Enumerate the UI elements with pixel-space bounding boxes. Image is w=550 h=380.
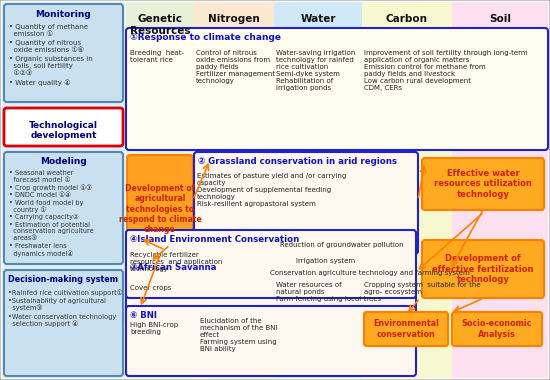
FancyBboxPatch shape (4, 4, 123, 102)
Text: Water-saving irrigation
technology for rainfed
rice cultivation
Semi-dyke system: Water-saving irrigation technology for r… (276, 50, 355, 91)
FancyBboxPatch shape (422, 240, 544, 298)
FancyBboxPatch shape (364, 312, 448, 346)
Text: Nitrogen: Nitrogen (208, 14, 260, 24)
Text: ③African Savanna: ③African Savanna (130, 263, 216, 272)
Bar (274, 2, 362, 378)
Text: •Water conservation technology
  selection support ④: •Water conservation technology selection… (8, 314, 116, 327)
Text: Technological
development: Technological development (29, 121, 98, 140)
Text: Socio-economic
Analysis: Socio-economic Analysis (462, 319, 532, 339)
Text: Water resources of
natural ponds
Farm fencing using local trees: Water resources of natural ponds Farm fe… (276, 282, 381, 302)
Text: • Seasonal weather
  forecast model ①: • Seasonal weather forecast model ① (9, 170, 74, 183)
Text: • Carrying capacity②: • Carrying capacity② (9, 214, 79, 220)
Text: Reduction of groundwater pollution: Reduction of groundwater pollution (280, 242, 404, 248)
Text: Modeling: Modeling (40, 157, 87, 166)
Text: Elucidation of the
mechanism of the BNI
effect
Farming system using
BNI ability: Elucidation of the mechanism of the BNI … (200, 318, 278, 352)
Text: • Water quality ④: • Water quality ④ (9, 79, 70, 86)
Text: Cover crops: Cover crops (130, 285, 172, 291)
FancyBboxPatch shape (194, 152, 418, 254)
Text: • Quantity of methane
  emission ①: • Quantity of methane emission ① (9, 24, 88, 37)
FancyBboxPatch shape (4, 108, 123, 146)
Text: Development of
effective fertilization
technology: Development of effective fertilization t… (432, 254, 534, 284)
Text: Irrigation system: Irrigation system (296, 258, 355, 264)
Text: Control of nitrous
oxide emissions from
paddy fields
Fertilizer management
techn: Control of nitrous oxide emissions from … (196, 50, 275, 84)
Text: Environmental
conservation: Environmental conservation (373, 319, 439, 339)
Text: • Freshwater lens
  dynamics model④: • Freshwater lens dynamics model④ (9, 243, 73, 256)
FancyBboxPatch shape (422, 158, 544, 210)
Text: ⑥ BNI: ⑥ BNI (130, 311, 157, 320)
Text: ④Island Environment Conservation: ④Island Environment Conservation (130, 235, 299, 244)
Text: • Estimation of potential
  conservation agriculture
  areas③: • Estimation of potential conservation a… (9, 222, 94, 242)
FancyBboxPatch shape (4, 152, 123, 264)
Text: •Rainfed rice cultivation support①: •Rainfed rice cultivation support① (8, 289, 123, 296)
Text: Cropping system  suitable for the
agro- ecosystem: Cropping system suitable for the agro- e… (364, 282, 481, 295)
Text: Carbon: Carbon (386, 14, 428, 24)
Text: Estimates of pasture yield and /or carrying
capacity
Development of supplemental: Estimates of pasture yield and /or carry… (197, 173, 346, 207)
Bar (452, 2, 548, 378)
Text: Decision-making system: Decision-making system (8, 275, 118, 284)
FancyBboxPatch shape (126, 28, 548, 150)
Text: • Quantity of nitrous
  oxide emissions ①⑥: • Quantity of nitrous oxide emissions ①⑥ (9, 40, 84, 53)
Bar (2, 2, 125, 378)
Text: High BNI-crop
breeding: High BNI-crop breeding (130, 322, 178, 335)
Text: Monitoring: Monitoring (36, 10, 91, 19)
Text: Water: Water (300, 14, 336, 24)
FancyBboxPatch shape (452, 312, 542, 346)
Text: • Crop growth model ①③: • Crop growth model ①③ (9, 185, 92, 191)
Text: Effective water
resources utilization
technology: Effective water resources utilization te… (434, 169, 532, 199)
Bar (194, 2, 274, 378)
Text: Improvement of soil fertility through long-term
application of organic matters
E: Improvement of soil fertility through lo… (364, 50, 527, 91)
FancyBboxPatch shape (127, 155, 193, 263)
Text: Soil: Soil (489, 14, 511, 24)
Bar (362, 2, 452, 378)
Text: ①Response to climate change: ①Response to climate change (130, 33, 281, 42)
Text: • World food model by
  country ①: • World food model by country ① (9, 200, 84, 213)
Text: Development of
agricultural
technologies to
respond to climate
change: Development of agricultural technologies… (119, 184, 201, 234)
Text: ② Grassland conservation in arid regions: ② Grassland conservation in arid regions (198, 157, 397, 166)
FancyBboxPatch shape (126, 230, 416, 298)
Text: Conservation agriculture technology and farming system: Conservation agriculture technology and … (270, 270, 470, 276)
Text: • Organic substances in
  soils, soil fertility
  ①②③: • Organic substances in soils, soil fert… (9, 56, 93, 76)
FancyBboxPatch shape (4, 270, 123, 376)
Text: •Sustainability of agricultural
  system③: •Sustainability of agricultural system③ (8, 298, 106, 311)
Bar (126, 2, 194, 378)
Text: • DNDC model ①④: • DNDC model ①④ (9, 192, 71, 198)
Text: Recyclable fertilizer
resources  and application
technology: Recyclable fertilizer resources and appl… (130, 252, 222, 272)
FancyBboxPatch shape (126, 306, 416, 376)
Text: Breeding  heat-
tolerant rice: Breeding heat- tolerant rice (130, 50, 184, 63)
FancyBboxPatch shape (126, 258, 416, 326)
Text: Genetic
Resources: Genetic Resources (130, 14, 190, 36)
